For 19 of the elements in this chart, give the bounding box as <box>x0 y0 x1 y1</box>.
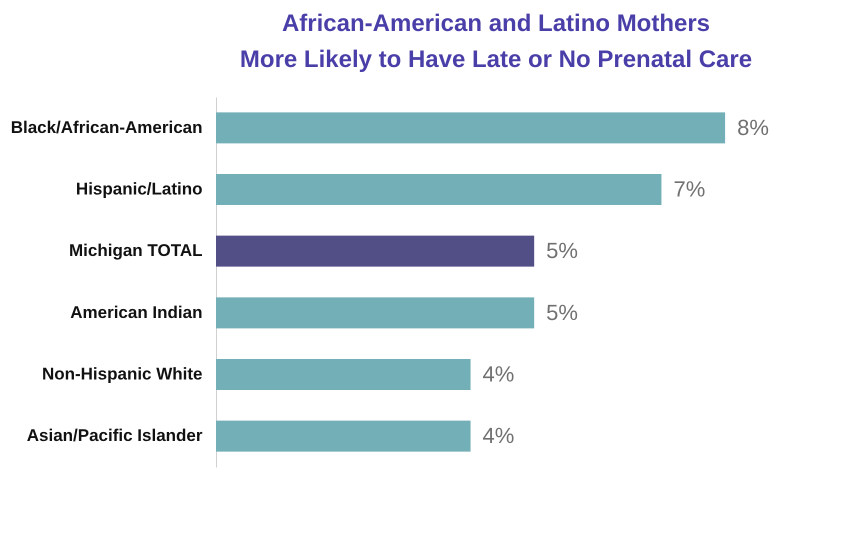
bar <box>216 236 534 267</box>
data-label: 4% <box>482 362 514 386</box>
y-tick-label: Asian/Pacific Islander <box>26 426 203 446</box>
chart-title: African-American and Latino Mothers More Likely to Have Late or No Prenatal Care <box>240 10 752 73</box>
y-tick-label: Hispanic/Latino <box>76 180 202 198</box>
y-tick-label: American Indian <box>70 302 202 322</box>
bar <box>216 297 534 328</box>
bar <box>216 359 471 390</box>
data-label: 5% <box>546 300 578 325</box>
data-label: 4% <box>482 423 514 448</box>
y-tick-label: Non-Hispanic White <box>42 364 202 384</box>
y-tick-label: Michigan TOTAL <box>69 241 202 260</box>
data-label: 8% <box>737 114 769 140</box>
bar <box>216 420 471 452</box>
y-tick-label: Black/African-American <box>10 118 202 137</box>
data-label: 5% <box>546 238 578 264</box>
bar <box>216 174 662 205</box>
data-label: 7% <box>673 176 706 202</box>
bar <box>216 112 726 144</box>
